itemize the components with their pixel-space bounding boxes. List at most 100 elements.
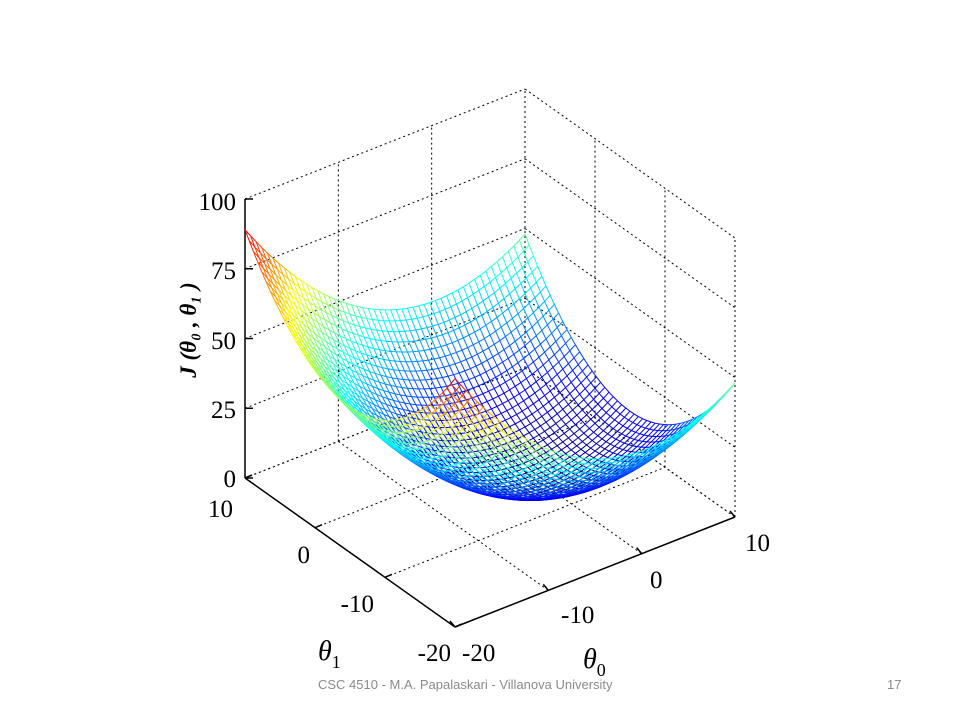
mesh-line: [447, 375, 453, 386]
mesh-line: [443, 470, 450, 476]
mesh-line: [561, 475, 568, 477]
mesh-line: [460, 481, 467, 485]
mesh-line: [542, 481, 548, 486]
mesh-line: [442, 466, 449, 472]
mesh-line: [500, 370, 508, 375]
mesh-line: [413, 379, 420, 390]
mesh-line: [370, 328, 377, 331]
mesh-line: [486, 360, 492, 370]
mesh-line: [535, 381, 541, 390]
mesh-line: [443, 366, 449, 377]
mesh-line: [272, 257, 279, 264]
mesh-line: [664, 429, 671, 437]
mesh-line: [443, 454, 449, 457]
mesh-line: [346, 360, 352, 371]
mesh-line: [463, 477, 470, 482]
mesh-line: [501, 442, 507, 446]
mesh-line: [457, 454, 463, 458]
mesh-line: [547, 366, 554, 373]
mesh-line: [446, 447, 453, 454]
mesh-line: [383, 413, 390, 418]
mesh-line: [476, 395, 483, 405]
mesh-line: [335, 375, 341, 384]
mesh-line: [520, 475, 526, 480]
mesh-line: [432, 462, 439, 468]
mesh-line: [591, 440, 597, 445]
mesh-line: [485, 473, 491, 477]
mesh-line: [450, 306, 456, 318]
mesh-line: [514, 336, 522, 342]
mesh-line: [582, 436, 589, 442]
mesh-line: [371, 408, 378, 416]
mesh-line: [510, 278, 516, 289]
mesh-line: [536, 478, 542, 482]
mesh-line: [458, 324, 466, 329]
mesh-line: [544, 390, 551, 396]
mesh-line: [433, 358, 439, 369]
mesh-line: [401, 425, 408, 433]
mesh-line: [468, 331, 475, 336]
mesh-line: [379, 381, 386, 385]
mesh-line: [556, 475, 562, 480]
mesh-line: [436, 412, 442, 421]
mesh-line: [505, 331, 512, 337]
mesh-line: [352, 386, 359, 392]
mesh-line: [548, 304, 555, 311]
mesh-line: [325, 312, 331, 324]
mesh-line: [299, 314, 305, 325]
mesh-line: [562, 363, 569, 370]
mesh-line: [506, 322, 512, 333]
mesh-line: [397, 441, 404, 448]
mesh-line: [467, 456, 473, 460]
mesh-line: [550, 473, 556, 476]
mesh-line: [486, 398, 494, 402]
mesh-line: [500, 272, 506, 284]
mesh-line: [549, 341, 557, 348]
mesh-line: [531, 326, 537, 336]
mesh-line: [356, 394, 363, 399]
mesh-line: [325, 341, 333, 346]
mesh-line: [411, 396, 417, 405]
mesh-line: [265, 281, 271, 292]
mesh-line: [531, 265, 538, 273]
mesh-line: [579, 457, 585, 464]
mesh-line: [337, 317, 344, 322]
mesh-line: [531, 272, 537, 283]
mesh-line: [612, 428, 618, 432]
mesh-line: [341, 328, 347, 339]
mesh-line: [596, 376, 601, 383]
mesh-line: [503, 446, 510, 452]
mesh-line: [308, 328, 315, 339]
mesh-line: [555, 418, 562, 424]
mesh-line: [365, 388, 372, 393]
mesh-line: [364, 327, 371, 339]
mesh-line: [460, 447, 467, 454]
mesh-line: [563, 393, 571, 400]
mesh-line: [569, 462, 575, 468]
mesh-line: [380, 421, 386, 429]
mesh-line: [406, 437, 413, 445]
mesh-line: [522, 483, 528, 486]
mesh-line: [285, 289, 292, 296]
mesh-line: [344, 371, 351, 376]
mesh-line: [503, 293, 510, 299]
mesh-line: [475, 486, 482, 490]
mesh-line: [510, 378, 516, 387]
mesh-line: [620, 440, 625, 444]
mesh-line: [668, 429, 676, 436]
mesh-line: [386, 376, 393, 379]
mesh-line: [608, 391, 614, 398]
mesh-line: [528, 442, 534, 449]
mesh-line: [594, 417, 601, 424]
mesh-line: [366, 415, 373, 423]
mesh-line: [423, 461, 431, 467]
mesh-line: [433, 396, 439, 406]
mesh-line: [506, 262, 513, 269]
mesh-line: [431, 378, 437, 380]
mesh-line: [608, 465, 615, 468]
mesh-line: [596, 465, 601, 468]
mesh-line: [561, 418, 566, 425]
mesh-line: [556, 453, 562, 460]
mesh-line: [525, 417, 532, 424]
mesh-line: [507, 245, 515, 252]
